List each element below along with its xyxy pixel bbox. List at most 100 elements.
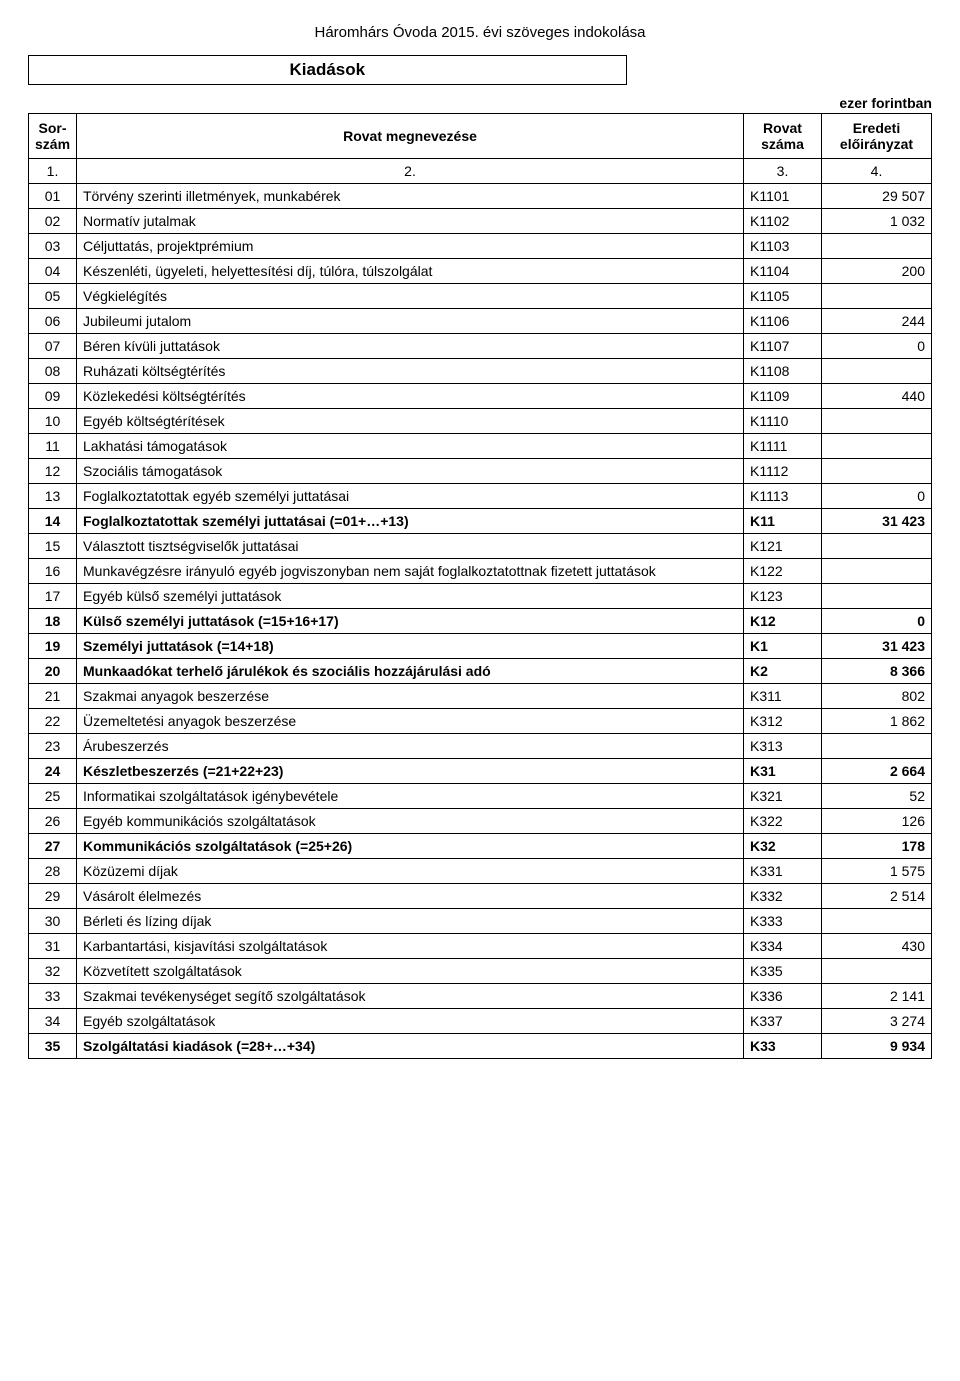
row-name: Céljuttatás, projektprémium xyxy=(77,234,744,259)
row-value xyxy=(822,559,932,584)
row-code: K12 xyxy=(744,609,822,634)
row-name: Kommunikációs szolgáltatások (=25+26) xyxy=(77,834,744,859)
row-code: K1113 xyxy=(744,484,822,509)
col-header-name: Rovat megnevezése xyxy=(77,114,744,159)
row-code: K1112 xyxy=(744,459,822,484)
table-row: 20Munkaadókat terhelő járulékok és szoci… xyxy=(29,659,932,684)
table-row: 22Üzemeltetési anyagok beszerzéseK3121 8… xyxy=(29,709,932,734)
row-value: 0 xyxy=(822,484,932,509)
row-name: Informatikai szolgáltatások igénybevétel… xyxy=(77,784,744,809)
row-name: Munkaadókat terhelő járulékok és szociál… xyxy=(77,659,744,684)
row-number: 15 xyxy=(29,534,77,559)
row-name: Munkavégzésre irányuló egyéb jogviszonyb… xyxy=(77,559,744,584)
row-code: K312 xyxy=(744,709,822,734)
table-row: 21Szakmai anyagok beszerzéseK311802 xyxy=(29,684,932,709)
row-number: 21 xyxy=(29,684,77,709)
table-row: 03Céljuttatás, projektprémiumK1103 xyxy=(29,234,932,259)
row-name: Árubeszerzés xyxy=(77,734,744,759)
row-number: 07 xyxy=(29,334,77,359)
row-number: 35 xyxy=(29,1034,77,1059)
row-value xyxy=(822,909,932,934)
row-name: Közlekedési költségtérítés xyxy=(77,384,744,409)
row-value: 0 xyxy=(822,334,932,359)
row-number: 31 xyxy=(29,934,77,959)
table-row: 18Külső személyi juttatások (=15+16+17)K… xyxy=(29,609,932,634)
table-row: 31Karbantartási, kisjavítási szolgáltatá… xyxy=(29,934,932,959)
table-row: 32Közvetített szolgáltatásokK335 xyxy=(29,959,932,984)
row-code: K1108 xyxy=(744,359,822,384)
row-code: K121 xyxy=(744,534,822,559)
row-name: Lakhatási támogatások xyxy=(77,434,744,459)
row-value: 1 032 xyxy=(822,209,932,234)
row-code: K1102 xyxy=(744,209,822,234)
row-name: Közvetített szolgáltatások xyxy=(77,959,744,984)
table-row: 30Bérleti és lízing díjakK333 xyxy=(29,909,932,934)
row-value xyxy=(822,359,932,384)
row-number: 02 xyxy=(29,209,77,234)
row-number: 05 xyxy=(29,284,77,309)
row-value xyxy=(822,234,932,259)
row-number: 14 xyxy=(29,509,77,534)
row-value: 2 514 xyxy=(822,884,932,909)
table-row: 35Szolgáltatási kiadások (=28+…+34)K339 … xyxy=(29,1034,932,1059)
row-name: Szakmai tevékenységet segítő szolgáltatá… xyxy=(77,984,744,1009)
row-code: K1101 xyxy=(744,184,822,209)
row-name: Szakmai anyagok beszerzése xyxy=(77,684,744,709)
row-name: Készletbeszerzés (=21+22+23) xyxy=(77,759,744,784)
row-number: 27 xyxy=(29,834,77,859)
col-index-1: 1. xyxy=(29,159,77,184)
table-row: 12Szociális támogatásokK1112 xyxy=(29,459,932,484)
row-code: K335 xyxy=(744,959,822,984)
row-number: 12 xyxy=(29,459,77,484)
row-number: 34 xyxy=(29,1009,77,1034)
row-value xyxy=(822,459,932,484)
row-number: 08 xyxy=(29,359,77,384)
table-row: 17Egyéb külső személyi juttatásokK123 xyxy=(29,584,932,609)
row-number: 11 xyxy=(29,434,77,459)
row-value: 3 274 xyxy=(822,1009,932,1034)
table-row: 06Jubileumi jutalomK1106244 xyxy=(29,309,932,334)
row-code: K1111 xyxy=(744,434,822,459)
row-code: K337 xyxy=(744,1009,822,1034)
table-row: 02Normatív jutalmakK11021 032 xyxy=(29,209,932,234)
row-code: K1105 xyxy=(744,284,822,309)
row-number: 28 xyxy=(29,859,77,884)
row-name: Külső személyi juttatások (=15+16+17) xyxy=(77,609,744,634)
table-row: 33Szakmai tevékenységet segítő szolgálta… xyxy=(29,984,932,1009)
row-code: K1107 xyxy=(744,334,822,359)
row-name: Szociális támogatások xyxy=(77,459,744,484)
row-name: Egyéb költségtérítések xyxy=(77,409,744,434)
row-value: 1 862 xyxy=(822,709,932,734)
row-code: K122 xyxy=(744,559,822,584)
row-value xyxy=(822,734,932,759)
row-value xyxy=(822,284,932,309)
row-code: K1104 xyxy=(744,259,822,284)
col-index-3: 3. xyxy=(744,159,822,184)
row-code: K1106 xyxy=(744,309,822,334)
row-value: 52 xyxy=(822,784,932,809)
table-row: 15Választott tisztségviselők juttatásaiK… xyxy=(29,534,932,559)
row-number: 06 xyxy=(29,309,77,334)
row-value: 29 507 xyxy=(822,184,932,209)
row-name: Béren kívüli juttatások xyxy=(77,334,744,359)
row-number: 01 xyxy=(29,184,77,209)
row-code: K331 xyxy=(744,859,822,884)
col-header-code: Rovat száma xyxy=(744,114,822,159)
row-name: Közüzemi díjak xyxy=(77,859,744,884)
table-row: 28Közüzemi díjakK3311 575 xyxy=(29,859,932,884)
row-name: Karbantartási, kisjavítási szolgáltatáso… xyxy=(77,934,744,959)
row-value: 31 423 xyxy=(822,634,932,659)
row-number: 09 xyxy=(29,384,77,409)
row-code: K1110 xyxy=(744,409,822,434)
row-name: Személyi juttatások (=14+18) xyxy=(77,634,744,659)
row-value xyxy=(822,959,932,984)
table-row: 11Lakhatási támogatásokK1111 xyxy=(29,434,932,459)
table-row: 25Informatikai szolgáltatások igénybevét… xyxy=(29,784,932,809)
row-value: 8 366 xyxy=(822,659,932,684)
row-name: Normatív jutalmak xyxy=(77,209,744,234)
table-row: 27Kommunikációs szolgáltatások (=25+26)K… xyxy=(29,834,932,859)
table-header-row: Sor- szám Rovat megnevezése Rovat száma … xyxy=(29,114,932,159)
row-code: K334 xyxy=(744,934,822,959)
col-header-num: Sor- szám xyxy=(29,114,77,159)
row-number: 03 xyxy=(29,234,77,259)
